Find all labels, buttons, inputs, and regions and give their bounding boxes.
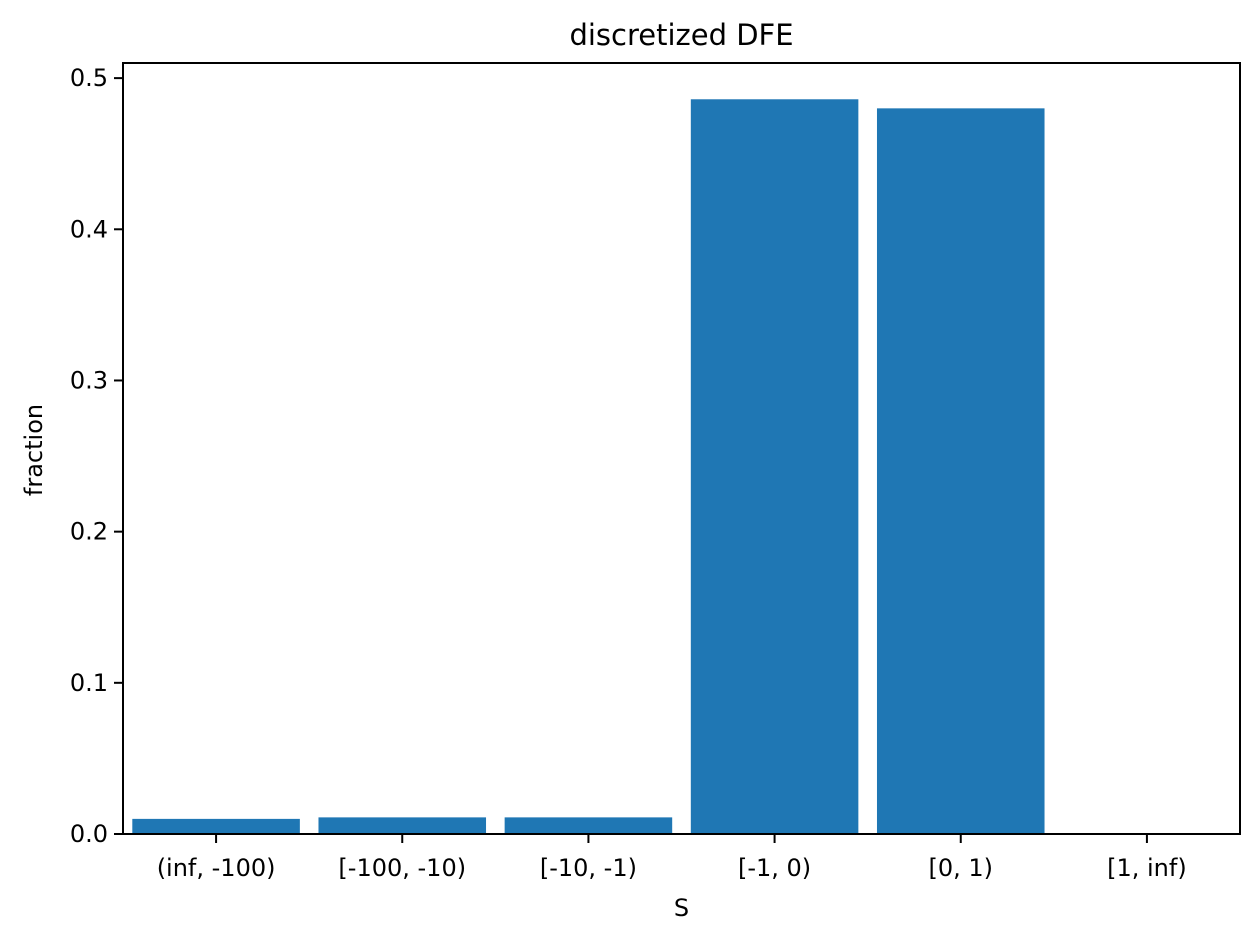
y-axis-ticks: 0.0 0.1 0.2 0.3 0.4 0.5 <box>70 64 123 848</box>
x-axis-label: S <box>674 894 689 922</box>
bar <box>690 99 859 834</box>
y-tick-label: 0.5 <box>70 64 108 92</box>
y-tick-label: 0.1 <box>70 669 108 697</box>
x-tick-label: [-100, -10) <box>338 854 466 882</box>
y-tick-label: 0.3 <box>70 366 108 394</box>
bars-group <box>132 99 1045 835</box>
chart-title: discretized DFE <box>569 18 793 52</box>
y-tick-label: 0.2 <box>70 518 108 546</box>
bar <box>504 817 673 834</box>
bar <box>132 818 300 834</box>
x-tick-label: [0, 1) <box>928 854 993 882</box>
bar <box>318 817 487 834</box>
y-axis-label: fraction <box>20 404 48 496</box>
bar <box>876 108 1045 835</box>
x-tick-label: (inf, -100) <box>157 854 276 882</box>
plot-frame <box>122 62 1241 835</box>
y-tick-label: 0.0 <box>70 820 108 848</box>
y-tick-label: 0.4 <box>70 215 108 243</box>
x-axis-ticks: (inf, -100) [-100, -10) [-10, -1) [-1, 0) [0… <box>157 834 1187 882</box>
x-tick-label: [-10, -1) <box>540 854 637 882</box>
x-tick-label: [1, inf) <box>1107 854 1187 882</box>
x-tick-label: [-1, 0) <box>738 854 811 882</box>
